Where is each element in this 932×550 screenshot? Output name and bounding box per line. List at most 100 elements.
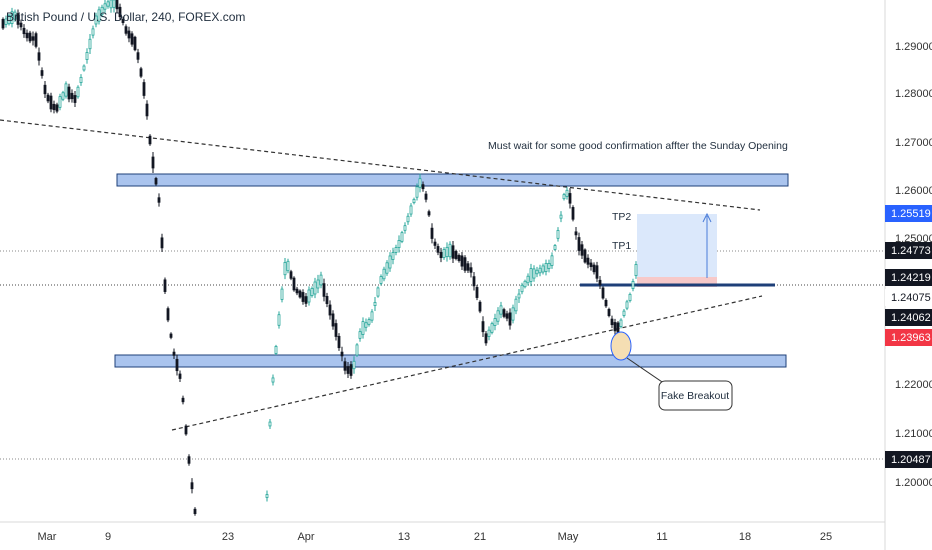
candle-body xyxy=(559,214,563,219)
candle-body xyxy=(442,249,446,258)
fake-breakout-highlight[interactable] xyxy=(610,331,632,361)
candle-body xyxy=(463,257,467,271)
candle-body xyxy=(61,92,65,100)
candle-body xyxy=(1,18,5,29)
candle-body xyxy=(166,308,170,321)
candle-body xyxy=(49,95,53,110)
price-label-tag: 1.24773 xyxy=(885,242,932,259)
candle-body xyxy=(28,32,32,42)
candle-body xyxy=(25,32,29,39)
candle-body xyxy=(601,287,605,299)
candle-body xyxy=(481,321,485,333)
candle-body xyxy=(364,322,368,328)
candle-body xyxy=(535,269,539,275)
candle-body xyxy=(325,296,329,304)
x-tick-label: Apr xyxy=(297,531,314,543)
price-label-text: 1.25519 xyxy=(891,208,931,220)
candle-body xyxy=(427,211,431,216)
candle-body xyxy=(301,292,305,302)
candle-body xyxy=(88,38,92,50)
support-zone[interactable] xyxy=(114,354,787,368)
candle-body xyxy=(529,268,533,282)
candle-body xyxy=(565,189,569,197)
candle-body xyxy=(424,193,428,200)
resistance-zone[interactable] xyxy=(116,173,789,187)
candle-body xyxy=(598,279,602,286)
candle-body xyxy=(484,333,488,344)
candle-body xyxy=(520,284,524,293)
x-tick-label: 13 xyxy=(398,531,410,543)
candle-body xyxy=(496,310,500,322)
candle-body xyxy=(634,264,638,276)
candle-body xyxy=(562,194,566,200)
candle-body xyxy=(415,186,419,198)
candle-body xyxy=(34,33,38,47)
candle-body xyxy=(10,11,14,24)
candle-body xyxy=(334,323,338,337)
candle-body xyxy=(418,178,422,188)
x-tick-label: Mar xyxy=(38,531,57,543)
y-tick-label: 1.29000 xyxy=(895,41,932,53)
confirmation-note: Must wait for some good confirmation aff… xyxy=(488,140,788,152)
candle-body xyxy=(493,318,497,326)
candle-body xyxy=(337,335,341,349)
candle-body xyxy=(622,310,626,316)
price-label-tag: 1.23963 xyxy=(885,329,932,346)
candle-body xyxy=(370,311,374,321)
candle-body xyxy=(406,215,410,223)
target-zone[interactable] xyxy=(637,214,717,277)
candle-body xyxy=(388,255,392,269)
price-label-text: 1.24075 xyxy=(891,292,931,304)
candle-body xyxy=(91,28,95,36)
candle-body xyxy=(517,293,521,299)
candle-body xyxy=(583,249,587,263)
candle-body xyxy=(151,156,155,169)
candle-body xyxy=(343,361,347,371)
candle-body xyxy=(379,276,383,284)
tp1-label: TP1 xyxy=(612,240,631,252)
candle-body xyxy=(184,425,188,435)
candle-body xyxy=(586,257,590,265)
candle-body xyxy=(112,0,116,8)
candle-body xyxy=(163,279,167,292)
price-label-text: 1.23963 xyxy=(891,332,931,344)
candle-body xyxy=(592,264,596,273)
candle-body xyxy=(451,245,455,259)
candle-body xyxy=(499,305,503,315)
candle-body xyxy=(79,76,83,84)
candle-body xyxy=(139,68,143,77)
price-label-text: 1.24773 xyxy=(891,245,931,257)
candle-body xyxy=(286,260,290,272)
candle-body xyxy=(589,262,593,268)
ascending-trendline[interactable] xyxy=(171,295,763,431)
candle-body xyxy=(436,246,440,253)
candle-body xyxy=(178,373,182,379)
stop-zone[interactable] xyxy=(637,277,717,287)
fake-breakout-label: Fake Breakout xyxy=(661,390,729,402)
candle-body xyxy=(19,22,23,28)
candle-body xyxy=(73,95,77,103)
candle-body xyxy=(70,92,74,100)
candle-body xyxy=(22,27,26,35)
candle-body xyxy=(610,318,614,326)
price-label-tag: 1.24062 xyxy=(885,309,932,326)
candle-body xyxy=(490,323,494,333)
descending-trendline[interactable] xyxy=(0,119,761,211)
candle-body xyxy=(169,333,173,338)
candle-body xyxy=(439,251,443,259)
candle-body xyxy=(58,96,62,108)
candle-body xyxy=(322,283,326,297)
candle-body xyxy=(625,301,629,309)
candle-body xyxy=(46,94,50,102)
candle-body xyxy=(190,482,194,490)
candle-body xyxy=(115,0,119,10)
candle-body xyxy=(508,312,512,326)
price-label-text: 1.20487 xyxy=(891,454,931,466)
candle-body xyxy=(544,262,548,273)
price-label-tag: 1.24075 xyxy=(885,289,932,306)
candle-body xyxy=(106,1,110,7)
fake-breakout-callout[interactable] xyxy=(658,380,733,411)
candle-body xyxy=(460,255,464,267)
